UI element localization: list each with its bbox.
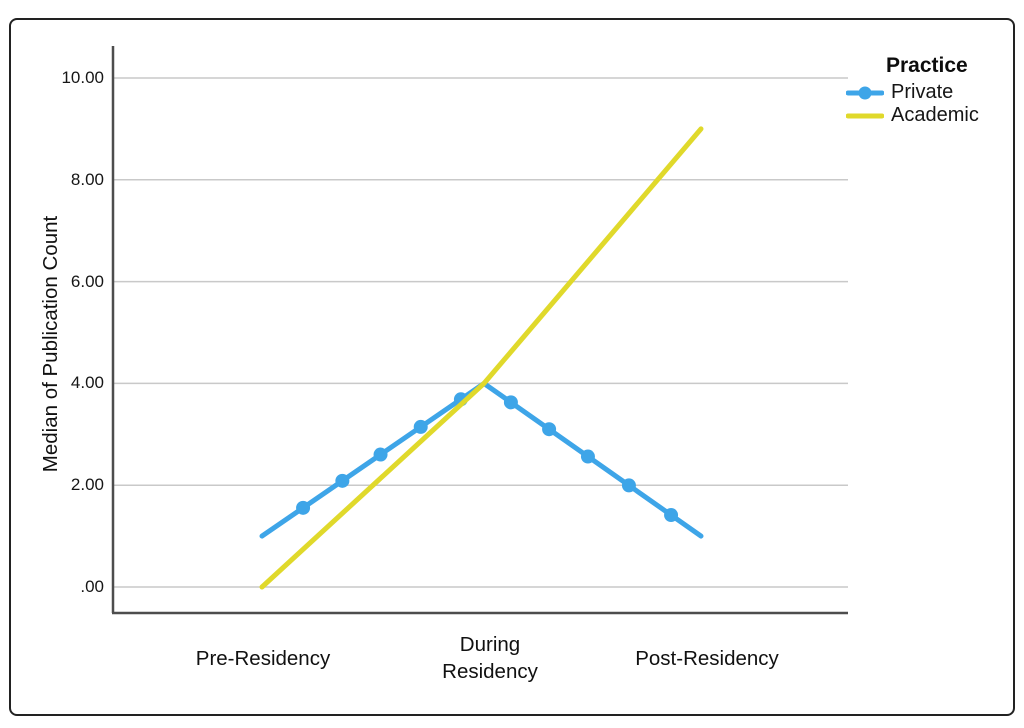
y-tick-label: 6.00: [70, 271, 104, 291]
series-marker-private: [413, 419, 428, 434]
series-marker-private: [621, 478, 636, 493]
series-marker-private: [335, 473, 350, 488]
legend-label-academic: Academic: [891, 104, 979, 126]
series-marker-private: [373, 447, 388, 462]
series-marker-private: [503, 395, 518, 410]
legend: Practice Private Academic: [846, 54, 979, 127]
x-category-label-pre: Pre-Residency: [195, 646, 331, 670]
series-marker-private: [580, 449, 595, 464]
y-tick-label: 2.00: [70, 475, 104, 495]
y-axis-title: Median of Publication Count: [39, 215, 62, 473]
series-marker-private: [542, 422, 557, 437]
x-category-label-post: Post-Residency: [635, 646, 779, 670]
series-line-private: [259, 380, 704, 539]
y-tick-label: 10.00: [61, 68, 104, 87]
private-line-swatch-icon: [846, 86, 884, 99]
series-marker-private: [664, 508, 679, 523]
x-category-label-during: During Residency: [442, 633, 538, 683]
figure-border: [9, 18, 1015, 716]
y-tick-label: 8.00: [70, 169, 104, 189]
legend-label-private: Private: [891, 81, 954, 103]
series-marker-private: [296, 500, 311, 515]
legend-title: Practice: [886, 54, 968, 77]
y-tick-label: 4.00: [70, 373, 104, 393]
legend-item-academic: Academic: [846, 104, 979, 127]
academic-line-swatch-icon: [846, 113, 884, 118]
y-tick-label: .00: [80, 577, 104, 596]
series-line-academic: [259, 126, 704, 590]
legend-item-private: Private: [846, 81, 979, 104]
